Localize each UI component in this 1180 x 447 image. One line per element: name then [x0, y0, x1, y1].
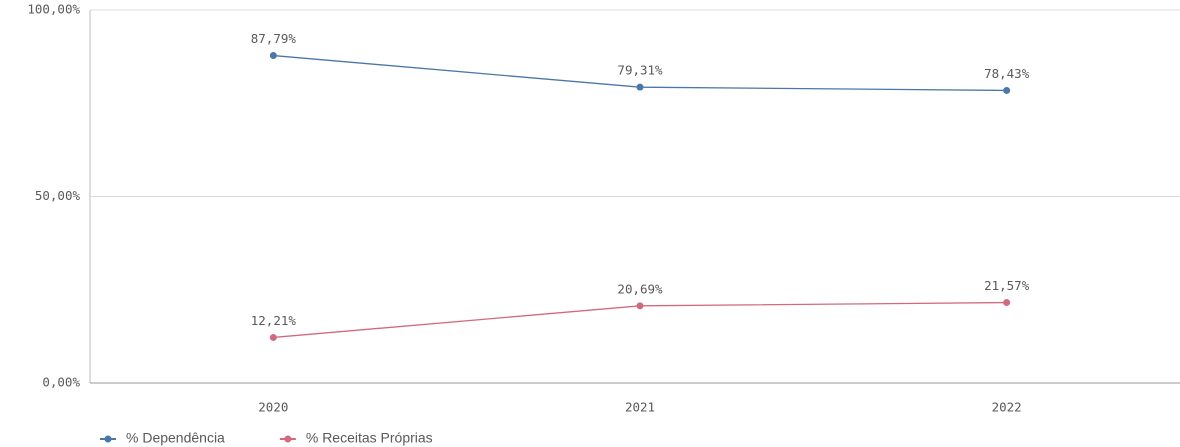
- legend-marker: [104, 435, 112, 443]
- y-tick-label: 100,00%: [27, 2, 80, 17]
- x-tick-label: 2020: [258, 400, 288, 415]
- data-label: 12,21%: [251, 313, 297, 328]
- data-point: [1003, 86, 1011, 94]
- data-point: [269, 52, 277, 60]
- data-label: 87,79%: [251, 31, 297, 46]
- data-point: [636, 302, 644, 310]
- data-label: 78,43%: [984, 66, 1030, 81]
- legend-label: % Receitas Próprias: [306, 430, 433, 446]
- data-point: [269, 333, 277, 341]
- data-point: [1003, 299, 1011, 307]
- x-tick-label: 2021: [625, 400, 655, 415]
- data-label: 21,57%: [984, 278, 1030, 293]
- data-label: 20,69%: [617, 281, 663, 296]
- y-tick-label: 50,00%: [35, 188, 81, 203]
- legend-marker: [284, 435, 292, 443]
- legend-label: % Dependência: [126, 430, 225, 446]
- data-point: [636, 83, 644, 91]
- x-tick-label: 2022: [992, 400, 1022, 415]
- y-tick-label: 0,00%: [42, 375, 80, 390]
- data-label: 79,31%: [617, 63, 663, 78]
